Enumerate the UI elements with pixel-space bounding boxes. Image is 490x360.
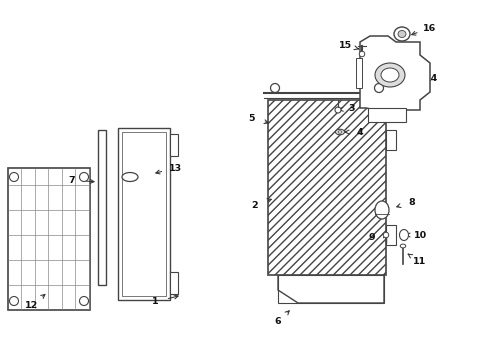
- Ellipse shape: [400, 244, 406, 248]
- Ellipse shape: [335, 107, 341, 113]
- Text: 9: 9: [368, 234, 375, 243]
- Text: 15: 15: [339, 41, 351, 50]
- Ellipse shape: [375, 63, 405, 87]
- Ellipse shape: [122, 172, 138, 181]
- Bar: [356, 58, 362, 88]
- Bar: [170, 134, 178, 156]
- Text: 6: 6: [275, 318, 281, 327]
- Text: 1: 1: [152, 297, 158, 306]
- Bar: [386, 225, 396, 245]
- Text: 14: 14: [425, 73, 439, 82]
- Text: 12: 12: [25, 301, 39, 310]
- Ellipse shape: [399, 230, 409, 240]
- Bar: [278, 275, 384, 303]
- Text: 5: 5: [249, 113, 255, 122]
- Bar: [122, 132, 166, 296]
- Ellipse shape: [375, 201, 389, 219]
- Bar: [268, 100, 386, 275]
- Ellipse shape: [394, 27, 410, 41]
- Text: 16: 16: [423, 23, 437, 32]
- Bar: [386, 130, 396, 150]
- Text: 10: 10: [414, 230, 427, 239]
- Text: 4: 4: [357, 127, 363, 136]
- Circle shape: [9, 172, 19, 181]
- Ellipse shape: [398, 31, 406, 37]
- Ellipse shape: [381, 68, 399, 82]
- Bar: [8, 168, 90, 310]
- Ellipse shape: [336, 129, 344, 135]
- Text: 13: 13: [169, 163, 182, 172]
- Circle shape: [79, 297, 89, 306]
- Polygon shape: [360, 36, 430, 110]
- Bar: [368, 108, 406, 122]
- Bar: [118, 128, 170, 300]
- Bar: [170, 272, 178, 294]
- Text: 7: 7: [69, 176, 75, 185]
- Ellipse shape: [383, 232, 389, 238]
- Text: 3: 3: [349, 104, 355, 112]
- Text: 11: 11: [414, 257, 427, 266]
- Text: 2: 2: [252, 201, 258, 210]
- Circle shape: [270, 84, 279, 93]
- Ellipse shape: [359, 51, 365, 57]
- Circle shape: [374, 84, 384, 93]
- Circle shape: [79, 172, 89, 181]
- Ellipse shape: [338, 131, 342, 133]
- Bar: [98, 130, 106, 285]
- Text: 8: 8: [409, 198, 416, 207]
- Circle shape: [9, 297, 19, 306]
